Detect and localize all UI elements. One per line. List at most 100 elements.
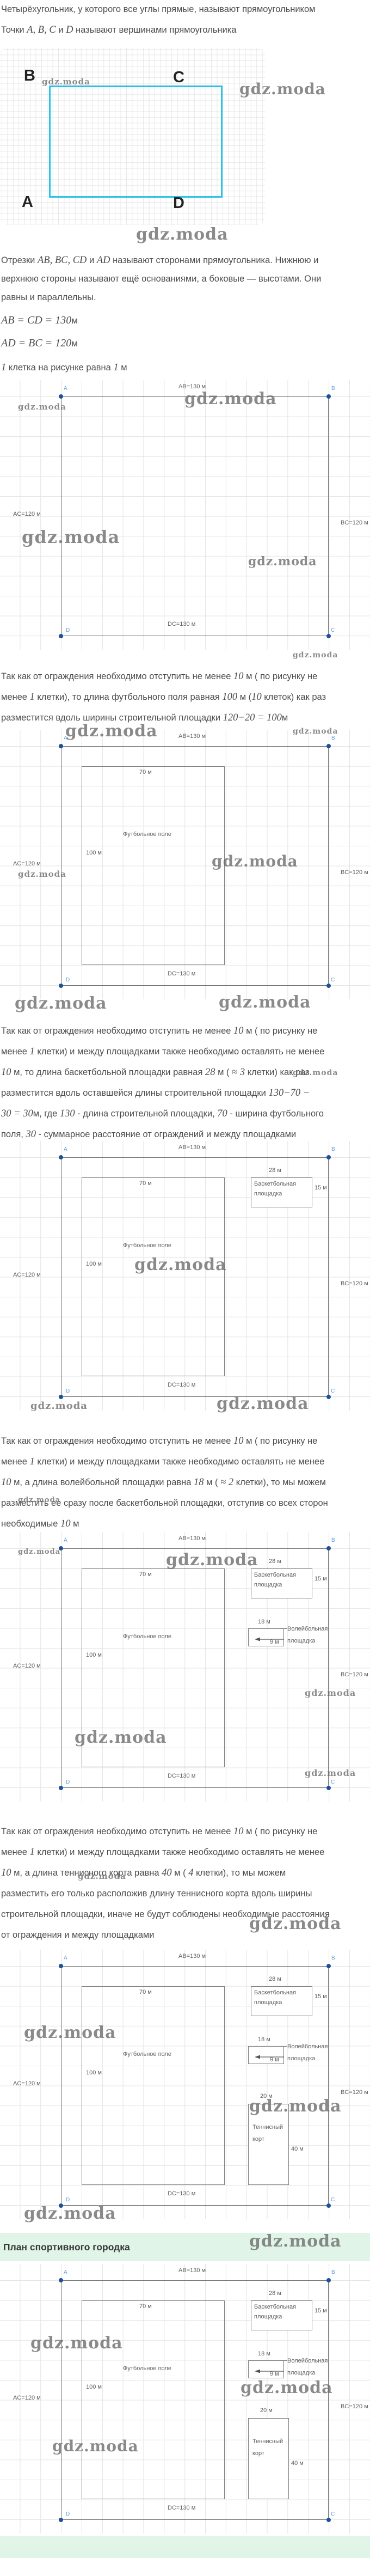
vertex-dot-c <box>326 1786 331 1790</box>
vertex-dot-b <box>326 2278 331 2282</box>
tennis-court <box>248 2418 289 2499</box>
vertex-label-d: D <box>66 1779 70 1785</box>
vertex-dot-c <box>326 634 331 638</box>
vertex-dot-d <box>59 2203 63 2208</box>
volleyball-name-line1: Волейбольная <box>287 1626 328 1632</box>
plot-all-courts: A B D C AB=130 м AC=120 м BC=120 м DC=130 м 70 м… <box>0 1950 370 2219</box>
side-label-bc: BC=120 м <box>341 1671 368 1678</box>
basketball-name-line2: площадка <box>254 1582 282 1588</box>
football-height-label: 100 м <box>86 1652 102 1658</box>
vertex-label-c: C <box>331 1779 335 1785</box>
tennis-court <box>248 2104 289 2185</box>
watermark-text: gdz.moda <box>18 402 66 412</box>
vertex-label-b: B <box>331 1146 335 1152</box>
basketball-height-label: 15 м <box>314 2308 327 2314</box>
basketball-name-line2: площадка <box>254 1999 282 2006</box>
football-height-label: 100 м <box>86 2070 102 2076</box>
footer-strip <box>0 2536 370 2558</box>
equation-ab-cd: AB = CD = 130м <box>1 314 78 326</box>
watermark-text: gdz.moda <box>249 2232 342 2251</box>
tennis-height-label: 40 м <box>291 2460 304 2467</box>
volleyball-width-label: 18 м <box>258 2036 270 2043</box>
watermark-text: gdz.moda <box>293 727 338 736</box>
vertex-dot-a <box>59 1546 63 1551</box>
football-name-label: Футбольное поле <box>123 831 171 838</box>
volleyball-height-label: 9 м <box>270 2056 279 2063</box>
vertex-dot-d <box>59 634 63 638</box>
basketball-court <box>251 1986 312 2016</box>
basketball-name-line1: Баскетбольная <box>254 2304 297 2310</box>
side-label-ab: AB=130 м <box>178 383 206 390</box>
volleyball-arrow-icon <box>255 2366 284 2373</box>
watermark-text: gdz.moda <box>184 389 277 408</box>
football-field <box>82 1986 225 2185</box>
vertex-label-a: A <box>64 1146 67 1152</box>
grid-figure-rectangle: B C A D <box>0 48 265 225</box>
football-width-label: 70 м <box>139 1989 152 1995</box>
construction-site-outline <box>61 2280 329 2520</box>
vertex-label-a: A <box>64 2269 67 2275</box>
watermark-text: gdz.moda <box>52 2437 139 2455</box>
basketball-width-label: 28 м <box>269 1167 281 1174</box>
intro-line-1: Четырёхугольник, у которого все углы пря… <box>1 4 316 14</box>
paragraph-sides: Отрезки AB, BC, CD и AD называют сторона… <box>1 255 322 302</box>
vertex-dot-c <box>326 2203 331 2208</box>
volleyball-arrow-icon <box>255 2052 284 2059</box>
side-label-bc: BC=120 м <box>341 2089 368 2096</box>
volleyball-court <box>248 2046 284 2064</box>
side-label-ab: AB=130 м <box>178 733 206 740</box>
football-field <box>82 766 225 965</box>
side-label-dc: DC=130 м <box>168 970 196 977</box>
tennis-height-label: 40 м <box>291 2146 304 2152</box>
football-width-label: 70 м <box>139 1571 152 1578</box>
watermark-text: gdz.moda <box>75 1728 167 1747</box>
football-name-label: Футбольное поле <box>123 2365 171 2372</box>
paragraph-volleyball: Так как от ограждения необходимо отступи… <box>1 1436 328 1529</box>
tennis-name-line2: корт <box>252 2136 264 2142</box>
plot-football: A B D C AB=130 м AC=120 м BC=120 м DC=130 м 70 м… <box>0 730 370 999</box>
basketball-court <box>251 1177 312 1207</box>
vertex-dot-c <box>326 984 331 988</box>
watermark-text: gdz.moda <box>15 994 107 1013</box>
volleyball-name-line2: площадка <box>287 1638 316 1644</box>
plot-final-plan: A B D C AB=130 м AC=120 м BC=120 м DC=130 м 70 м… <box>0 2264 370 2534</box>
construction-site-outline <box>61 396 329 636</box>
basketball-court <box>251 1568 312 1598</box>
vertex-dot-d <box>59 1786 63 1790</box>
basketball-name-line2: площадка <box>254 1191 282 1197</box>
basketball-name-line2: площадка <box>254 2313 282 2320</box>
watermark-text: gdz.moda <box>18 1496 61 1504</box>
vertex-dot-c <box>326 1395 331 1399</box>
basketball-court <box>251 2300 312 2330</box>
watermark-text: gdz.moda <box>249 2097 342 2116</box>
side-label-dc: DC=130 м <box>168 2505 196 2511</box>
volleyball-name-line2: площадка <box>287 2055 316 2062</box>
vertex-label-b: B <box>24 67 35 84</box>
tennis-width-label: 20 м <box>260 2093 273 2099</box>
watermark-text: gdz.moda <box>42 77 90 87</box>
side-label-bc: BC=120 м <box>341 520 368 526</box>
plan-section-header: План спортивного городка <box>0 2233 370 2261</box>
vertex-dot-b <box>326 394 331 399</box>
football-name-label: Футбольное поле <box>123 1242 171 1249</box>
watermark-text: gdz.moda <box>219 993 311 1012</box>
tennis-name-line1: Теннисный <box>252 2438 283 2445</box>
side-label-ab: AB=130 м <box>178 1535 206 1542</box>
watermark-text: gdz.moda <box>136 225 229 244</box>
watermark-text: gdz.moda <box>22 527 120 547</box>
vertex-label-a: A <box>64 1537 67 1543</box>
vertex-dot-a <box>59 744 63 748</box>
vertex-label-d: D <box>66 977 70 983</box>
plot-construction-site: A B D C AB=130 м AC=120 м BC=120 м DC=130 м <box>0 380 370 650</box>
side-label-dc: DC=130 м <box>168 1382 196 1388</box>
volleyball-court <box>248 1628 284 1646</box>
vertex-label-d: D <box>66 2511 70 2517</box>
vertex-label-a: A <box>22 193 33 211</box>
watermark-text: gdz.moda <box>248 554 317 569</box>
vertex-label-c: C <box>331 977 335 983</box>
side-label-ac: AC=120 м <box>13 2395 41 2401</box>
paragraph-tennis: Так как от ограждения необходимо отступи… <box>1 1826 330 1940</box>
volleyball-name-line1: Волейбольная <box>287 2043 328 2050</box>
watermark-text: gdz.moda <box>166 1551 258 1570</box>
volleyball-height-label: 9 м <box>270 1639 279 1645</box>
